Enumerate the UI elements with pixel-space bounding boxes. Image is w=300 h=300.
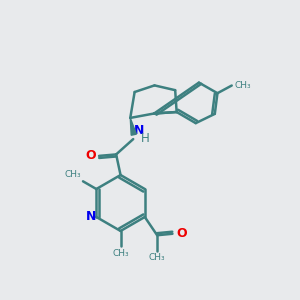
Text: CH₃: CH₃	[65, 170, 82, 179]
Text: CH₃: CH₃	[234, 81, 251, 90]
Text: N: N	[86, 211, 96, 224]
Polygon shape	[130, 118, 136, 135]
Text: H: H	[141, 132, 150, 145]
Text: O: O	[85, 149, 95, 162]
Text: CH₃: CH₃	[149, 254, 166, 262]
Text: O: O	[176, 227, 187, 240]
Text: CH₃: CH₃	[112, 249, 129, 258]
Text: N: N	[134, 124, 144, 137]
